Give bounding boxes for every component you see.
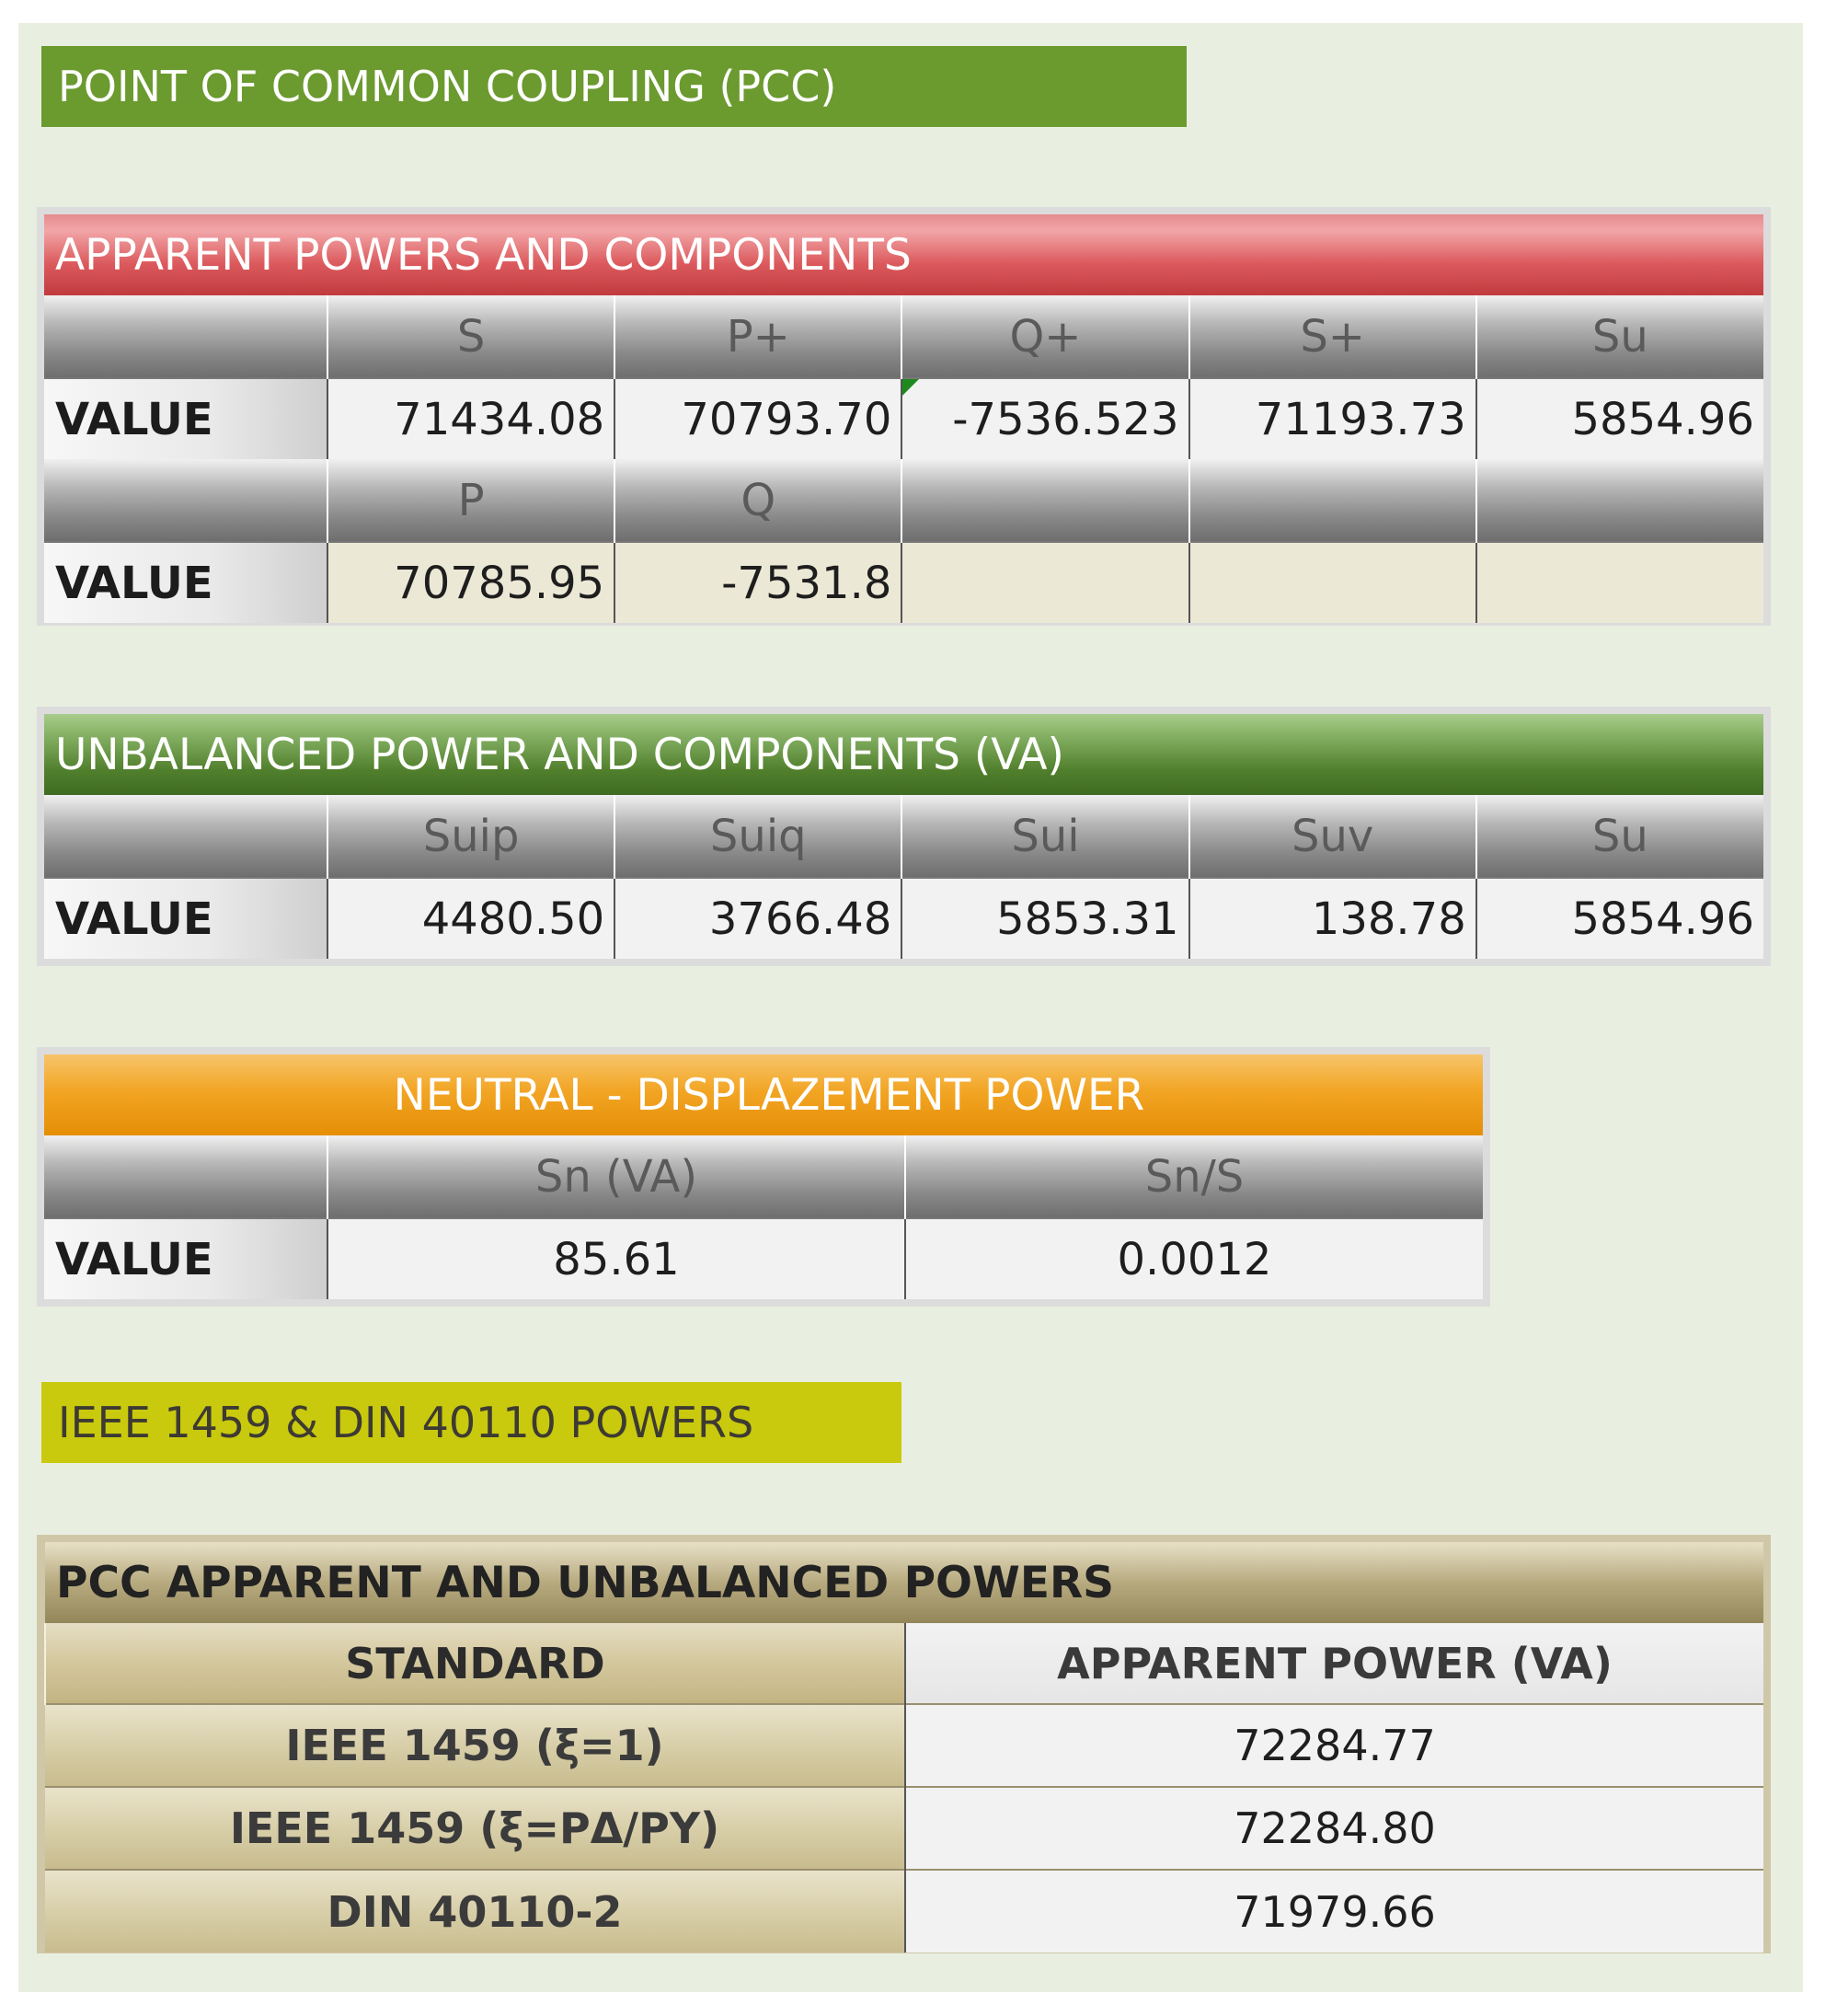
header-cell xyxy=(44,295,327,378)
header-cell-q-plus: Q+ xyxy=(901,295,1189,378)
apparent-power-cell[interactable]: 71979.66 xyxy=(904,1869,1763,1953)
header-cell-p: P xyxy=(326,459,615,542)
neutral-displacement-title: NEUTRAL - DISPLAZEMENT POWER xyxy=(44,1054,1483,1135)
header-cell-empty xyxy=(901,459,1189,542)
apparent-power-cell[interactable]: 72284.80 xyxy=(904,1786,1763,1870)
apparent-power-column-header: APPARENT POWER (VA) xyxy=(904,1623,1763,1704)
standard-column-header: STANDARD xyxy=(44,1623,905,1704)
value-cell-suv[interactable]: 138.78 xyxy=(1188,877,1476,959)
unbalanced-power-table: UNBALANCED POWER AND COMPONENTS (VA) Sui… xyxy=(37,707,1771,966)
value-cell-su[interactable]: 5854.96 xyxy=(1475,377,1763,459)
header-cell-su: Su xyxy=(1475,295,1763,378)
pcc-apparent-table: PCC APPARENT AND UNBALANCED POWERS STAND… xyxy=(37,1535,1771,1953)
standard-cell: DIN 40110-2 xyxy=(45,1869,905,1953)
pcc-apparent-title: PCC APPARENT AND UNBALANCED POWERS xyxy=(45,1542,1763,1623)
header-cell-suip: Suip xyxy=(326,795,615,878)
apparent-power-cell[interactable]: 72284.77 xyxy=(904,1703,1763,1787)
header-cell-p-plus: P+ xyxy=(614,295,902,378)
value-cell-sui[interactable]: 5853.31 xyxy=(901,877,1189,959)
header-cell-suv: Suv xyxy=(1188,795,1476,878)
value-cell-q[interactable]: -7531.8 xyxy=(614,541,902,623)
header-cell-empty xyxy=(1188,459,1476,542)
unbalanced-power-title: UNBALANCED POWER AND COMPONENTS (VA) xyxy=(44,714,1763,795)
header-cell-suiq: Suiq xyxy=(614,795,902,878)
row-label: VALUE xyxy=(44,877,327,959)
value-cell-su[interactable]: 5854.96 xyxy=(1475,877,1763,959)
standard-cell: IEEE 1459 (ξ=1) xyxy=(45,1703,905,1787)
ieee-din-banner: IEEE 1459 & DIN 40110 POWERS xyxy=(41,1382,901,1463)
row-label: VALUE xyxy=(44,377,327,459)
value-cell-empty[interactable] xyxy=(901,541,1189,623)
row-label: VALUE xyxy=(44,541,327,623)
value-cell-q-plus[interactable]: -7536.523 xyxy=(901,377,1189,459)
header-cell-s-plus: S+ xyxy=(1188,295,1476,378)
value-cell-sn-ratio[interactable]: 0.0012 xyxy=(904,1217,1483,1299)
value-cell-s[interactable]: 71434.08 xyxy=(326,377,615,459)
header-cell-sn: Sn (VA) xyxy=(327,1135,905,1218)
row-label: VALUE xyxy=(44,1217,327,1299)
value-cell-suiq[interactable]: 3766.48 xyxy=(614,877,902,959)
value-cell-empty[interactable] xyxy=(1475,541,1763,623)
value-cell-s-plus[interactable]: 71193.73 xyxy=(1188,377,1476,459)
neutral-displacement-table: NEUTRAL - DISPLAZEMENT POWER Sn (VA) Sn/… xyxy=(37,1047,1490,1307)
value-cell-sn[interactable]: 85.61 xyxy=(327,1217,905,1299)
value-cell-p[interactable]: 70785.95 xyxy=(326,541,615,623)
apparent-powers-title: APPARENT POWERS AND COMPONENTS xyxy=(44,214,1763,295)
header-cell-q: Q xyxy=(614,459,902,542)
header-cell xyxy=(44,795,327,878)
header-cell-s: S xyxy=(326,295,615,378)
value-cell-empty[interactable] xyxy=(1188,541,1476,623)
apparent-powers-table: APPARENT POWERS AND COMPONENTS S P+ Q+ S… xyxy=(37,207,1771,626)
value-cell-p-plus[interactable]: 70793.70 xyxy=(614,377,902,459)
header-cell xyxy=(44,1135,327,1218)
header-cell-sui: Sui xyxy=(901,795,1189,878)
header-cell-sn-ratio: Sn/S xyxy=(904,1135,1483,1218)
header-cell-su: Su xyxy=(1475,795,1763,878)
pcc-banner: POINT OF COMMON COUPLING (PCC) xyxy=(41,46,1187,127)
value-cell-suip[interactable]: 4480.50 xyxy=(326,877,615,959)
header-cell-empty xyxy=(1475,459,1763,542)
header-cell xyxy=(44,459,327,542)
standard-cell: IEEE 1459 (ξ=PΔ/PY) xyxy=(45,1786,905,1870)
